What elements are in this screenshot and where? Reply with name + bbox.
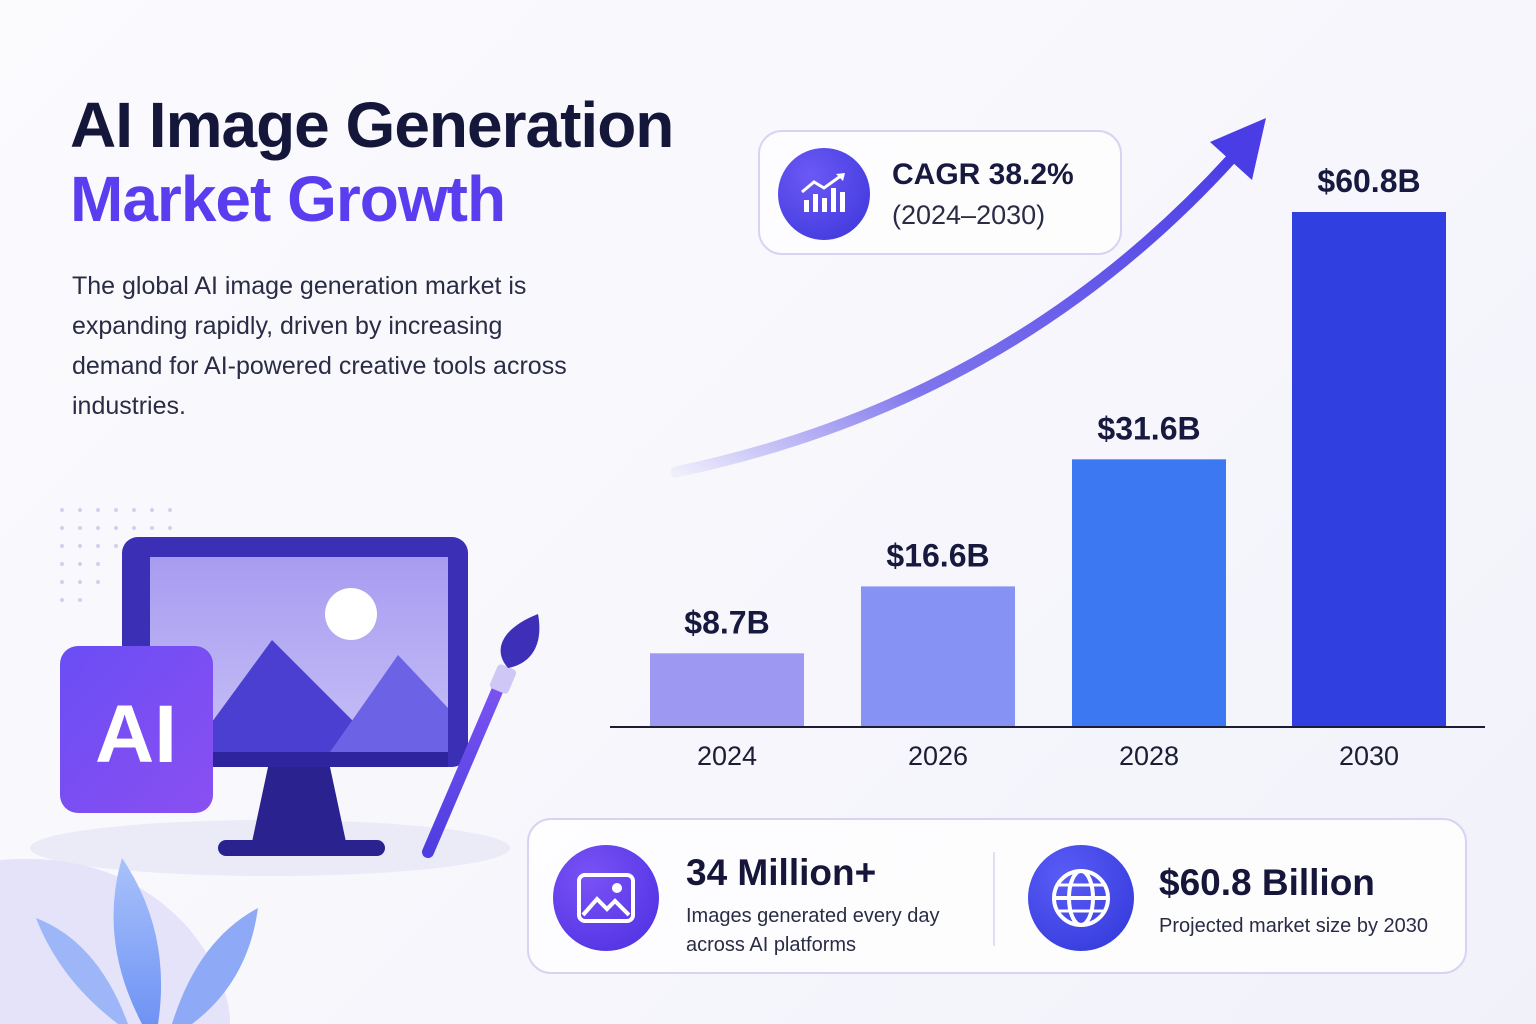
ai-badge-text: AI (95, 689, 177, 780)
trend-arrow (670, 118, 1266, 478)
growth-chart-icon (778, 148, 870, 240)
bar-label-2026: $16.6B (886, 537, 989, 573)
stat-images-subtext-2: across AI platforms (686, 934, 857, 956)
bar-2026 (861, 586, 1015, 727)
stat-images-subtext-1: Images generated every day (686, 905, 940, 927)
paintbrush-icon (422, 614, 540, 858)
x-tick-2028: 2028 (1119, 741, 1179, 771)
illustration: AI (0, 508, 540, 1024)
stat-market-subtext: Projected market size by 2030 (1159, 915, 1429, 937)
x-tick-2030: 2030 (1339, 741, 1399, 771)
stat-market-headline: $60.8 Billion (1159, 862, 1375, 903)
bar-2024 (650, 653, 804, 727)
bar-2028 (1072, 459, 1226, 727)
bar-label-2030: $60.8B (1317, 163, 1420, 199)
x-tick-2026: 2026 (908, 741, 968, 771)
bar-2030 (1292, 212, 1446, 727)
title-line-1: AI Image Generation (70, 89, 674, 161)
bar-label-2028: $31.6B (1097, 410, 1200, 446)
x-tick-2024: 2024 (697, 741, 757, 771)
stats-card: 34 Million+ Images generated every day a… (527, 818, 1467, 974)
leaf-icon (36, 858, 258, 1024)
cagr-value: CAGR 38.2% (892, 158, 1074, 191)
cagr-period: (2024–2030) (892, 200, 1046, 230)
description: The global AI image generation market is… (72, 272, 567, 420)
ai-badge: AI (60, 646, 213, 813)
dot-grid (60, 508, 172, 602)
bar-label-2024: $8.7B (684, 604, 769, 640)
globe-icon (1028, 845, 1134, 951)
stats-divider (993, 852, 995, 946)
image-icon (553, 845, 659, 951)
title-line-2: Market Growth (70, 163, 506, 235)
stat-images-headline: 34 Million+ (686, 852, 877, 893)
cagr-card: CAGR 38.2% (2024–2030) (758, 130, 1122, 255)
